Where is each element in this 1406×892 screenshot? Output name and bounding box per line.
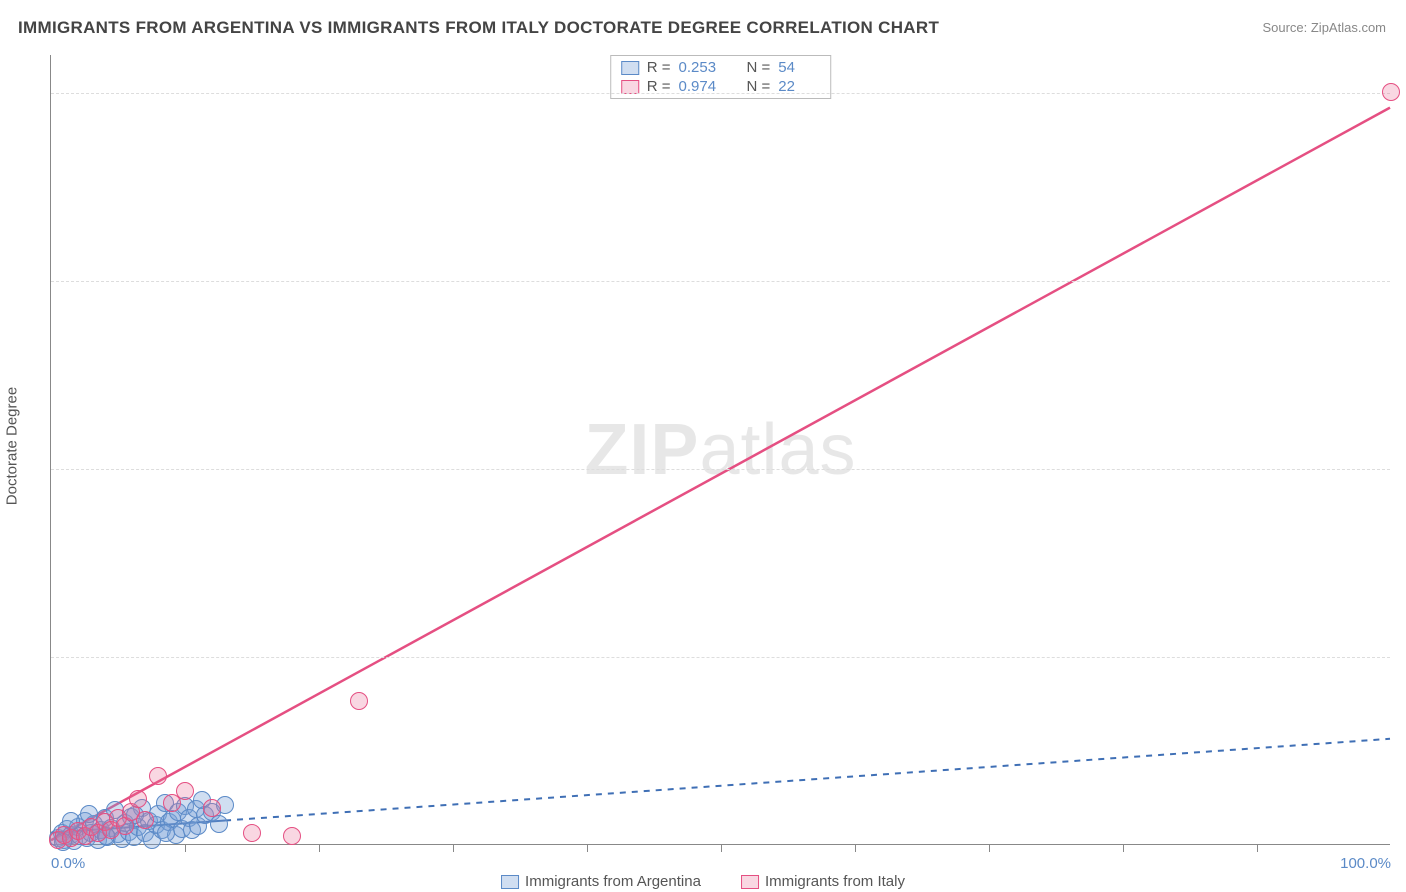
bottom-legend: Immigrants from Argentina Immigrants fro… [501,873,905,890]
swatch-italy [621,80,639,94]
data-point [136,811,154,829]
ytick-label: 50.0% [1400,460,1406,477]
legend-item-argentina: Immigrants from Argentina [501,873,701,890]
data-point [149,767,167,785]
swatch-argentina [621,61,639,75]
xtick [855,844,856,852]
data-point [129,790,147,808]
gridline [51,281,1390,282]
gridline [51,93,1390,94]
ytick-label: 25.0% [1400,648,1406,665]
n-label: N = [747,59,771,76]
xtick [1257,844,1258,852]
xtick [453,844,454,852]
watermark: ZIPatlas [584,409,856,491]
swatch-argentina [501,875,519,889]
xtick [1123,844,1124,852]
r-value-argentina: 0.253 [679,59,721,76]
xtick [721,844,722,852]
n-value-argentina: 54 [778,59,820,76]
data-point [210,815,228,833]
xtick-label: 100.0% [1340,855,1391,872]
data-point [350,692,368,710]
data-point [203,799,221,817]
data-point [176,782,194,800]
data-point [157,824,175,842]
xtick-label: 0.0% [51,855,85,872]
ytick-label: 75.0% [1400,272,1406,289]
plot-area: ZIPatlas R = 0.253 N = 54 R = 0.974 N = … [50,55,1390,845]
xtick [587,844,588,852]
ytick-label: 100.0% [1400,84,1406,101]
xtick [989,844,990,852]
data-point [283,827,301,845]
legend-label: Immigrants from Italy [765,873,905,890]
swatch-italy [741,875,759,889]
gridline [51,469,1390,470]
stats-row-argentina: R = 0.253 N = 54 [611,58,831,77]
xtick [319,844,320,852]
data-point [1382,83,1400,101]
y-axis-label: Doctorate Degree [4,387,21,505]
legend-item-italy: Immigrants from Italy [741,873,905,890]
trend-lines [51,55,1390,844]
legend-label: Immigrants from Argentina [525,873,701,890]
xtick [185,844,186,852]
gridline [51,657,1390,658]
data-point [243,824,261,842]
source-label: Source: ZipAtlas.com [1262,20,1386,35]
chart-title: IMMIGRANTS FROM ARGENTINA VS IMMIGRANTS … [18,18,939,38]
r-label: R = [647,59,671,76]
